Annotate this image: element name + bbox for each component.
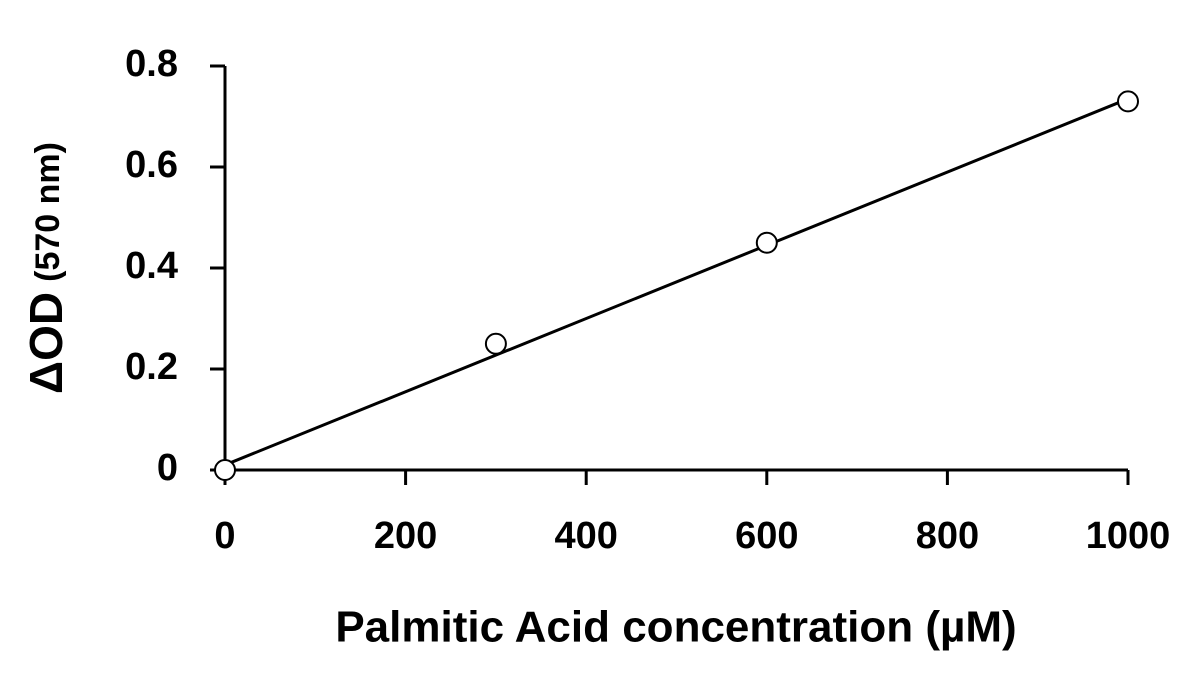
x-tick-label: 400 [554, 515, 617, 557]
data-point [484, 332, 507, 355]
data-point [755, 231, 778, 254]
y-tick-label: 0.2 [125, 346, 178, 388]
x-tick-label: 600 [735, 515, 798, 557]
y-axis-label: ΔOD (570 nm) [20, 142, 72, 394]
x-tick-label: 200 [374, 515, 437, 557]
y-tick-label: 0.6 [125, 144, 178, 186]
y-tick-label: 0 [157, 447, 178, 489]
data-point [214, 459, 236, 481]
y-tick-label: 0.4 [125, 245, 178, 287]
fit-line [224, 97, 1129, 467]
y-axis-label-main: ΔOD [20, 292, 72, 394]
data-point [1117, 90, 1139, 113]
x-tick-label: 1000 [1086, 515, 1171, 557]
x-tick-label: 800 [916, 515, 979, 557]
x-axis-label: Palmitic Acid concentration (µM) [335, 603, 1016, 652]
x-tick-label: 0 [214, 515, 235, 557]
y-axis-label-unit: (570 nm) [29, 142, 67, 282]
y-tick-label: 0.8 [125, 43, 178, 85]
